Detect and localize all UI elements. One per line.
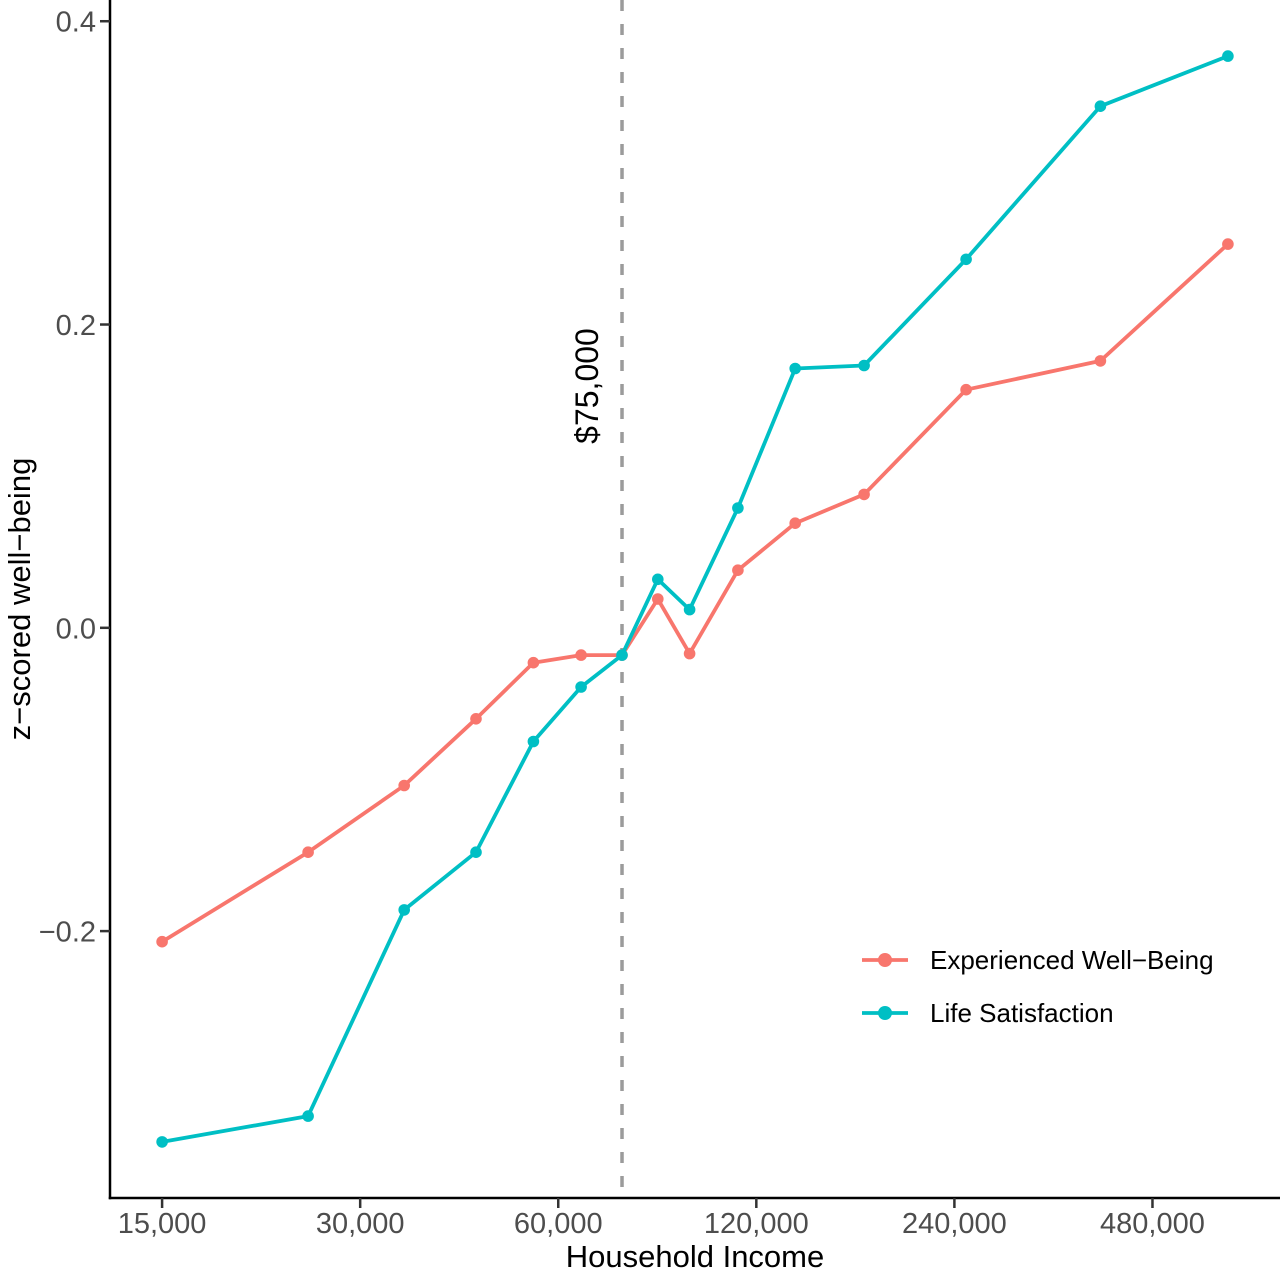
legend-key-point <box>878 953 892 967</box>
series-0-point <box>575 649 587 661</box>
series-1-point <box>858 359 870 372</box>
series-1-point <box>789 362 801 375</box>
series-1-point <box>398 904 411 916</box>
x-tick-label: 480,000 <box>1100 1208 1205 1240</box>
legend-key-point <box>878 1006 892 1020</box>
series-0-point <box>302 846 314 858</box>
series-0-point <box>1222 238 1234 250</box>
y-tick-label: 0.2 <box>56 310 96 342</box>
axes-layer: 15,000 30,000 60,000 120,000 240,000 480,000 0… <box>39 0 1280 1240</box>
series-0-point <box>470 713 482 725</box>
x-tick-label: 30,000 <box>316 1208 405 1240</box>
series-0-point <box>527 656 540 669</box>
series-1-point <box>652 573 664 586</box>
series-0-point <box>732 564 744 576</box>
series-1-point <box>1094 100 1107 112</box>
y-axis-title: z−scored well−being <box>2 458 37 741</box>
x-tick-label: 120,000 <box>704 1208 809 1240</box>
series-1-point <box>156 1136 168 1148</box>
series-1-point <box>1222 50 1234 62</box>
x-axis-title: Household Income <box>566 1239 825 1273</box>
legend-item-experienced-well-being: Experienced Well−Being <box>862 945 1214 975</box>
series-1-point <box>470 846 482 858</box>
series-0-point <box>683 647 696 660</box>
data-layer <box>156 50 1234 1148</box>
series-line-1 <box>160 54 1230 1144</box>
x-tick-label: 60,000 <box>514 1208 603 1240</box>
series-0-point <box>960 383 972 396</box>
x-tick-label: 240,000 <box>902 1208 1007 1240</box>
series-1-point <box>683 603 696 616</box>
series-line-0 <box>160 242 1230 944</box>
series-1-point <box>732 502 744 514</box>
series-1-point <box>302 1110 314 1122</box>
legend-item-label: Life Satisfaction <box>930 998 1114 1028</box>
series-0-point <box>858 488 870 501</box>
series-0-point <box>789 517 801 529</box>
legend-item-label: Experienced Well−Being <box>930 945 1214 975</box>
series-1-point <box>960 253 972 266</box>
y-tick-label: −0.2 <box>39 917 96 949</box>
y-tick-label: 0.0 <box>56 613 96 645</box>
series-1-point <box>575 681 587 693</box>
x-tick-label: 15,000 <box>118 1208 207 1240</box>
series-0-point <box>1094 355 1107 367</box>
series-0-point <box>156 935 168 948</box>
legend-item-life-satisfaction: Life Satisfaction <box>862 998 1114 1028</box>
series-0-point <box>652 593 664 605</box>
annotation-label: $75,000 <box>569 328 605 444</box>
legend: Experienced Well−Being Life Satisfaction <box>862 945 1214 1028</box>
series-1-point <box>616 649 628 661</box>
series-1-point <box>527 735 540 748</box>
y-tick-label: 0.4 <box>56 7 96 39</box>
series-0-point <box>398 779 411 792</box>
